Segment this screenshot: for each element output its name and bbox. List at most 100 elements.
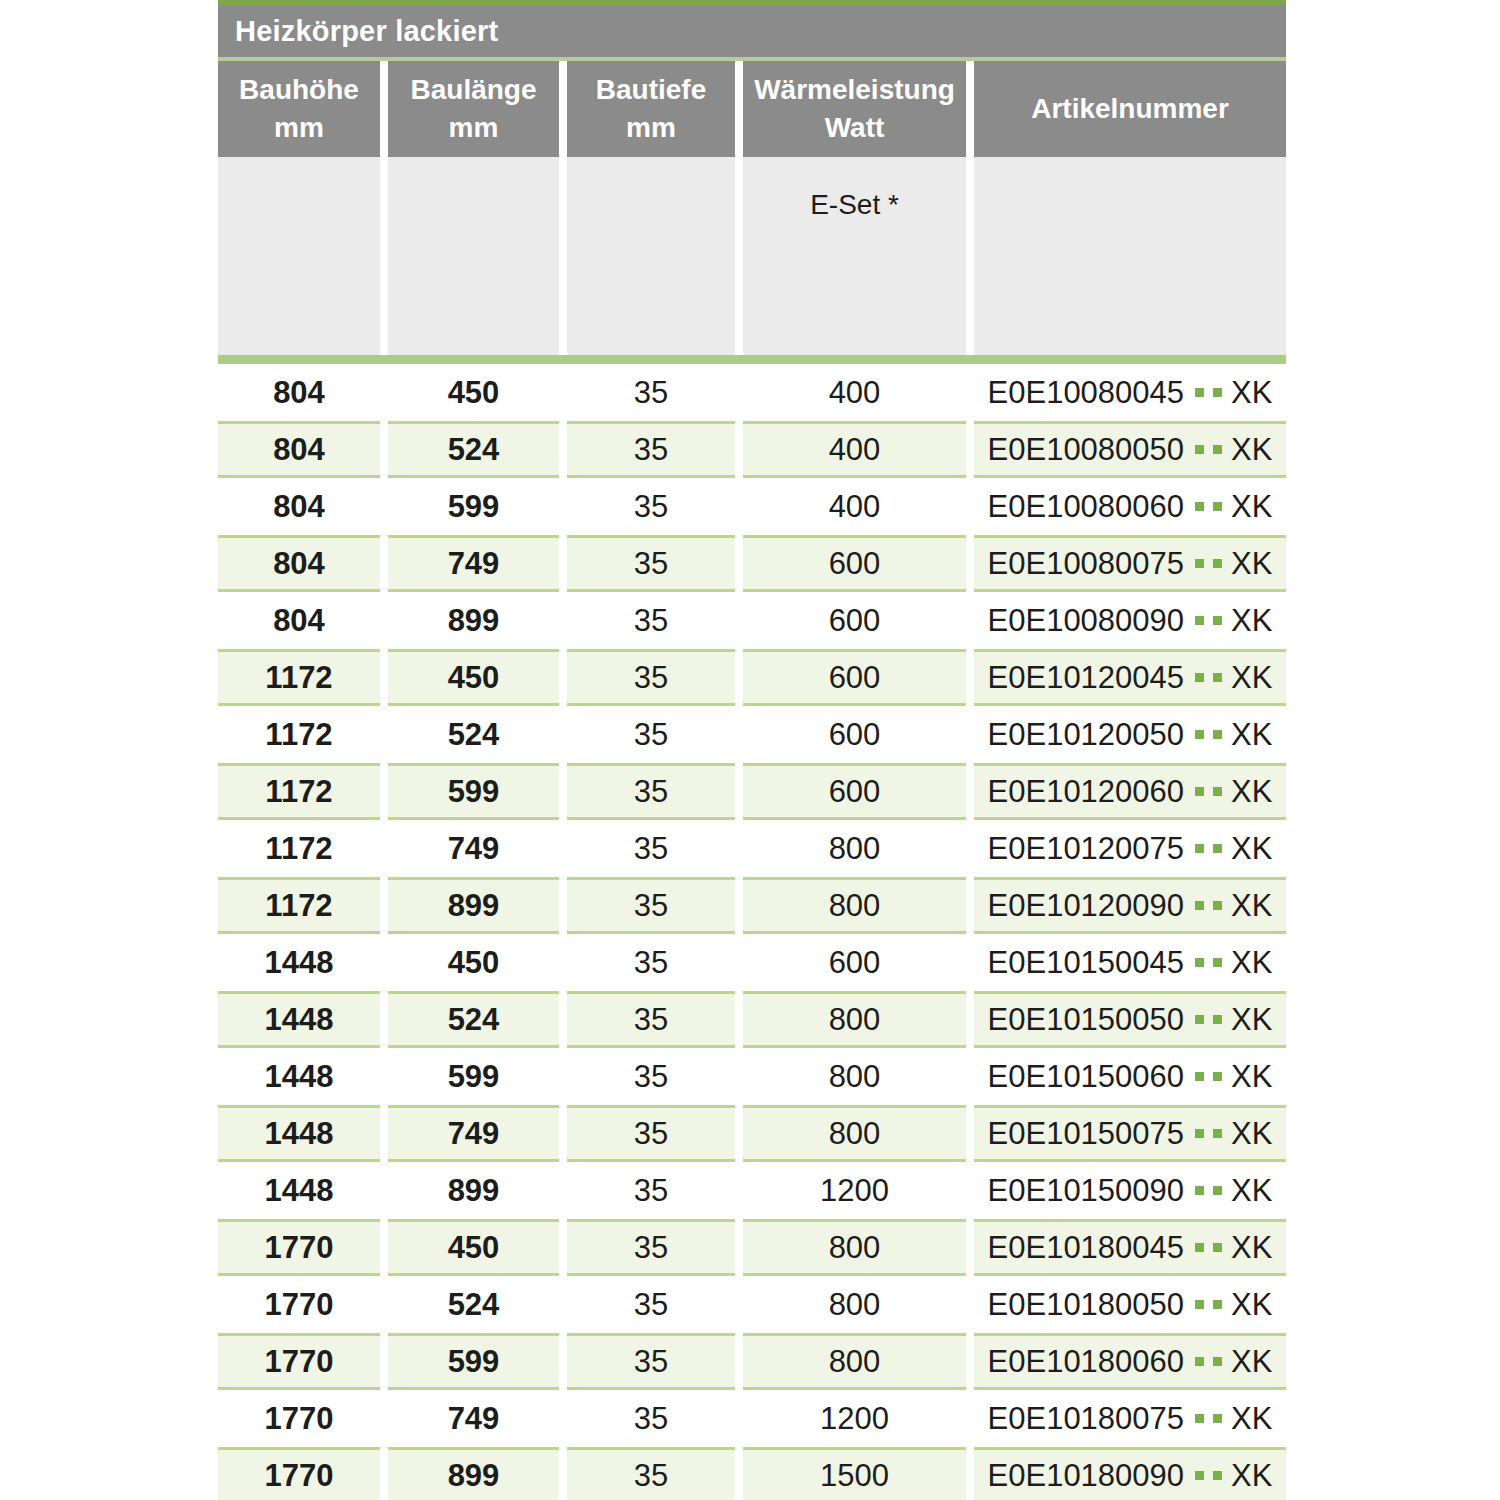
table-row: 117252435600E0E10120050XK	[218, 706, 1286, 763]
baulaenge-cell: 524	[388, 706, 559, 763]
baulaenge-cell: 749	[388, 820, 559, 877]
baulaenge-cell: 899	[388, 1162, 559, 1219]
artikel-suffix: XK	[1231, 831, 1272, 867]
artikel-code: E0E10120050	[988, 717, 1185, 753]
baulaenge-cell: 899	[388, 1447, 559, 1500]
watt-cell: 800	[743, 1048, 966, 1105]
bautiefe-cell: 35	[567, 535, 735, 592]
watt-cell: 600	[743, 706, 966, 763]
dot-square-icon	[1213, 1243, 1222, 1252]
column-header-unit: mm	[626, 109, 676, 147]
watt-cell: 400	[743, 421, 966, 478]
dot-square-icon	[1213, 1414, 1222, 1423]
artikel-code: E0E10150075	[988, 1116, 1185, 1152]
table-row: 1770899351500E0E10180090XK	[218, 1447, 1286, 1500]
bautiefe-cell: 35	[567, 421, 735, 478]
bautiefe-cell: 35	[567, 706, 735, 763]
watt-cell: 800	[743, 877, 966, 934]
dot-square-icon	[1213, 1300, 1222, 1309]
baulaenge-cell: 450	[388, 1219, 559, 1276]
dot-square-icon	[1195, 787, 1204, 796]
baulaenge-cell: 599	[388, 1048, 559, 1105]
dot-square-icon	[1195, 901, 1204, 910]
dot-square-icon	[1195, 1072, 1204, 1081]
artikel-cell: E0E10180075XK	[974, 1390, 1286, 1447]
bauhoehe-cell: 1172	[218, 877, 380, 934]
dot-square-icon	[1195, 1414, 1204, 1423]
dot-square-icon	[1195, 388, 1204, 397]
dot-square-icon	[1213, 673, 1222, 682]
placeholder-dots-icon	[1195, 1357, 1222, 1366]
table-row: 117289935800E0E10120090XK	[218, 877, 1286, 934]
dot-square-icon	[1213, 1015, 1222, 1024]
baulaenge-cell: 599	[388, 763, 559, 820]
table-row: 144859935800E0E10150060XK	[218, 1048, 1286, 1105]
artikel-code: E0E10080090	[988, 603, 1185, 639]
bauhoehe-cell: 1448	[218, 934, 380, 991]
artikel-cell: E0E10080050XK	[974, 421, 1286, 478]
placeholder-dots-icon	[1195, 1015, 1222, 1024]
table-subheader-row: E-Set *	[218, 157, 1286, 355]
dot-square-icon	[1213, 787, 1222, 796]
watt-cell: 400	[743, 364, 966, 421]
dot-square-icon	[1213, 958, 1222, 967]
dot-square-icon	[1195, 1129, 1204, 1138]
placeholder-dots-icon	[1195, 1129, 1222, 1138]
artikel-code: E0E10150090	[988, 1173, 1185, 1209]
baulaenge-cell: 524	[388, 1276, 559, 1333]
bauhoehe-cell: 1448	[218, 1105, 380, 1162]
bautiefe-cell: 35	[567, 1390, 735, 1447]
column-header-label: Wärmeleistung	[754, 71, 955, 109]
artikel-code: E0E10180060	[988, 1344, 1185, 1380]
bauhoehe-cell: 1172	[218, 820, 380, 877]
dot-square-icon	[1213, 730, 1222, 739]
placeholder-dots-icon	[1195, 559, 1222, 568]
dot-square-icon	[1213, 1186, 1222, 1195]
bautiefe-cell: 35	[567, 934, 735, 991]
placeholder-dots-icon	[1195, 445, 1222, 454]
watt-cell: 800	[743, 1276, 966, 1333]
placeholder-dots-icon	[1195, 844, 1222, 853]
artikel-suffix: XK	[1231, 888, 1272, 924]
artikel-suffix: XK	[1231, 1002, 1272, 1038]
baulaenge-cell: 899	[388, 592, 559, 649]
artikel-suffix: XK	[1231, 945, 1272, 981]
bauhoehe-cell: 1448	[218, 1162, 380, 1219]
dot-square-icon	[1213, 502, 1222, 511]
artikel-suffix: XK	[1231, 1173, 1272, 1209]
dot-square-icon	[1195, 1243, 1204, 1252]
table-row: 177045035800E0E10180045XK	[218, 1219, 1286, 1276]
artikel-code: E0E10080045	[988, 375, 1185, 411]
bautiefe-cell: 35	[567, 592, 735, 649]
table-row: 117245035600E0E10120045XK	[218, 649, 1286, 706]
bauhoehe-cell: 1448	[218, 1048, 380, 1105]
watt-cell: 400	[743, 478, 966, 535]
product-table: Heizkörper lackiert Bauhöhe mm Baulänge …	[218, 0, 1286, 1500]
artikel-suffix: XK	[1231, 774, 1272, 810]
subheader-cell-artikelnummer	[974, 157, 1286, 355]
bautiefe-cell: 35	[567, 1276, 735, 1333]
artikel-cell: E0E10080045XK	[974, 364, 1286, 421]
dot-square-icon	[1213, 1129, 1222, 1138]
column-header-label: Bauhöhe	[239, 71, 359, 109]
table-row: 144845035600E0E10150045XK	[218, 934, 1286, 991]
watt-cell: 600	[743, 934, 966, 991]
bauhoehe-cell: 1770	[218, 1390, 380, 1447]
artikel-suffix: XK	[1231, 1059, 1272, 1095]
bautiefe-cell: 35	[567, 1162, 735, 1219]
watt-cell: 1200	[743, 1162, 966, 1219]
dot-square-icon	[1213, 901, 1222, 910]
dot-square-icon	[1195, 445, 1204, 454]
column-header-unit: Watt	[825, 109, 885, 147]
bauhoehe-cell: 1770	[218, 1447, 380, 1500]
table-title: Heizkörper lackiert	[235, 15, 498, 48]
artikel-code: E0E10080050	[988, 432, 1185, 468]
table-row: 80452435400E0E10080050XK	[218, 421, 1286, 478]
dot-square-icon	[1195, 1471, 1204, 1480]
dot-square-icon	[1213, 445, 1222, 454]
column-header-bauhoehe: Bauhöhe mm	[218, 61, 380, 157]
baulaenge-cell: 749	[388, 1390, 559, 1447]
bautiefe-cell: 35	[567, 364, 735, 421]
baulaenge-cell: 450	[388, 649, 559, 706]
artikel-suffix: XK	[1231, 603, 1272, 639]
